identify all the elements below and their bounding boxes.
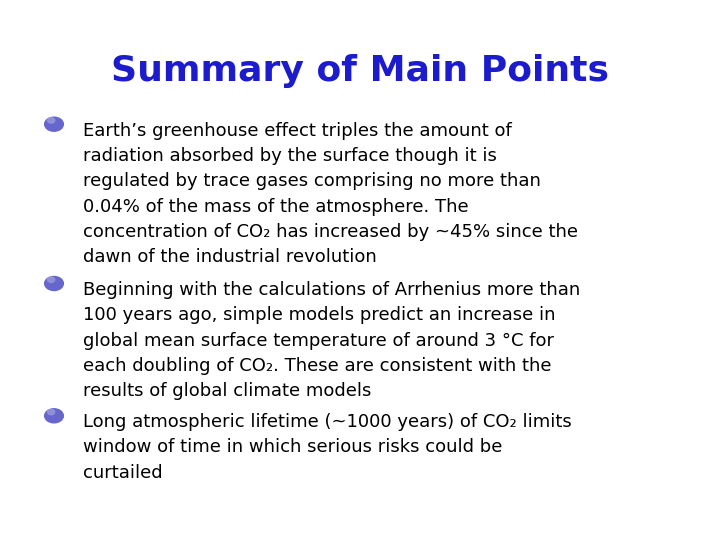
Text: each doubling of CO₂. These are consistent with the: each doubling of CO₂. These are consiste… [83,357,552,375]
Text: radiation absorbed by the surface though it is: radiation absorbed by the surface though… [83,147,497,165]
Text: Long atmospheric lifetime (~1000 years) of CO₂ limits: Long atmospheric lifetime (~1000 years) … [83,413,572,431]
Circle shape [48,118,55,123]
Text: global mean surface temperature of around 3 °C for: global mean surface temperature of aroun… [83,332,554,349]
Text: concentration of CO₂ has increased by ~45% since the: concentration of CO₂ has increased by ~4… [83,223,577,241]
Circle shape [45,117,63,131]
Circle shape [45,409,63,423]
Text: Summary of Main Points: Summary of Main Points [111,54,609,88]
Text: regulated by trace gases comprising no more than: regulated by trace gases comprising no m… [83,172,541,190]
Text: 0.04% of the mass of the atmosphere. The: 0.04% of the mass of the atmosphere. The [83,198,469,215]
Text: curtailed: curtailed [83,464,163,482]
Circle shape [45,276,63,291]
Text: dawn of the industrial revolution: dawn of the industrial revolution [83,248,377,266]
Text: Earth’s greenhouse effect triples the amount of: Earth’s greenhouse effect triples the am… [83,122,511,139]
Circle shape [48,409,55,415]
Text: Beginning with the calculations of Arrhenius more than: Beginning with the calculations of Arrhe… [83,281,580,299]
Text: results of global climate models: results of global climate models [83,382,372,400]
Text: 100 years ago, simple models predict an increase in: 100 years ago, simple models predict an … [83,306,555,324]
Circle shape [48,277,55,282]
Text: window of time in which serious risks could be: window of time in which serious risks co… [83,438,502,456]
